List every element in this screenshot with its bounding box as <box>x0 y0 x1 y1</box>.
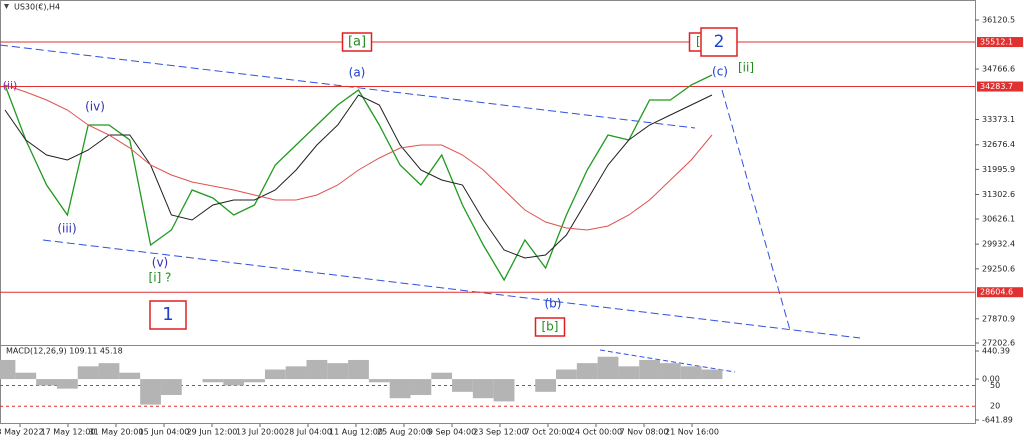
y-tick-label: 32676.4 <box>982 140 1015 149</box>
histogram-bar <box>285 366 307 380</box>
histogram-bar <box>597 356 619 380</box>
histogram-bar <box>618 366 640 380</box>
histogram-bar <box>660 363 681 380</box>
wave-label: (ii) <box>3 79 18 92</box>
histogram-bar <box>410 379 432 396</box>
histogram-bar <box>77 366 99 380</box>
annotation-box <box>149 300 187 330</box>
time-label: 3 May 2022 <box>0 428 44 437</box>
time-label: 17 May 12:00 <box>41 428 96 437</box>
histogram-bar <box>493 379 515 402</box>
annotation-box <box>534 317 566 337</box>
y-tick-label: 440.39 <box>982 347 1010 356</box>
histogram-bar <box>535 379 557 392</box>
time-label: 11 Aug 12:00 <box>329 428 383 437</box>
macd-title: MACD(12,26,9) 109.11 45.18 <box>6 347 123 356</box>
wave-label: (b) <box>545 297 562 311</box>
wave-label: [ii] <box>738 61 754 75</box>
time-label: 15 Jun 04:00 <box>139 428 190 437</box>
menu-icon <box>4 4 9 9</box>
divergence-line <box>599 349 736 373</box>
histogram-bar <box>327 363 349 380</box>
y-tick-label: 29250.6 <box>982 264 1015 273</box>
level-label: 34283.7 <box>980 82 1013 91</box>
wave-label: (c) <box>712 65 728 79</box>
histogram-bar <box>431 372 453 380</box>
y-tick-label: 27202.6 <box>982 339 1015 348</box>
time-label: 7 Oct 20:00 <box>524 428 571 437</box>
histogram-bar <box>202 379 224 383</box>
y-tick-label: -641.89 <box>982 416 1013 425</box>
time-label: 31 May 20:00 <box>89 428 144 437</box>
y-tick-label: 29932.4 <box>982 240 1015 249</box>
histogram-bar <box>0 359 16 380</box>
level-tag <box>977 37 1023 48</box>
projection-line <box>721 89 791 331</box>
trend-line <box>42 239 861 339</box>
wave-label: (a) <box>349 66 366 80</box>
wave-label: (v) <box>152 256 168 270</box>
time-label: 23 Sep 12:00 <box>473 428 526 437</box>
histogram-bar <box>639 359 661 380</box>
level-tag <box>977 287 1023 298</box>
histogram-bar <box>701 369 723 380</box>
histogram-bar <box>348 359 369 380</box>
histogram-bar <box>15 372 37 380</box>
y-tick-label: 27870.9 <box>982 314 1015 323</box>
time-label: 21 Nov 16:00 <box>665 428 719 437</box>
histogram-bar <box>389 379 411 399</box>
level-label: 28604.6 <box>980 288 1013 297</box>
level-tag <box>977 81 1023 92</box>
histogram-bar <box>160 379 182 396</box>
chart-title: US30(€),H4 <box>14 3 60 12</box>
y2-tick-label: 20 <box>990 402 1000 411</box>
annotation-box <box>700 27 738 57</box>
y-tick-label: 30626.1 <box>982 215 1015 224</box>
series-line <box>4 94 713 259</box>
histogram-bar <box>368 379 390 383</box>
histogram-bar <box>472 379 494 399</box>
time-label: 25 Aug 20:00 <box>377 428 431 437</box>
time-label: 9 Sep 04:00 <box>428 428 476 437</box>
time-label: 29 Jun 12:00 <box>187 428 238 437</box>
y-tick-label: 36120.5 <box>982 16 1015 25</box>
y-tick-label: 34766.6 <box>982 65 1015 74</box>
y-tick-label: 0.00 <box>982 375 1000 384</box>
wave-label: (iv) <box>85 100 105 114</box>
annotation-box <box>341 32 373 52</box>
histogram-bar <box>223 379 245 386</box>
time-label: 28 Jul 04:00 <box>284 428 332 437</box>
histogram-bar <box>680 366 702 380</box>
histogram-bar <box>36 379 57 386</box>
y-tick-label: 33373.1 <box>982 115 1015 124</box>
histogram-bar <box>244 379 265 383</box>
time-label: 7 Nov 08:00 <box>620 428 669 437</box>
histogram-bar <box>98 363 120 380</box>
time-label: 24 Oct 00:00 <box>570 428 622 437</box>
y-tick-label: 31302.6 <box>982 190 1015 199</box>
macd-panel <box>0 345 976 424</box>
histogram-bar <box>56 379 78 389</box>
series-line <box>4 84 713 231</box>
wave-label: [i] ? <box>149 271 172 285</box>
level-label: 35512.1 <box>980 38 1013 47</box>
histogram-bar <box>264 369 286 380</box>
y-tick-label: 31995.9 <box>982 165 1015 174</box>
wave-label: (iii) <box>57 222 76 236</box>
histogram-bar <box>119 372 141 380</box>
histogram-bar <box>576 363 598 380</box>
wave-label: [b] <box>542 320 559 334</box>
y2-tick-label: 50 <box>990 381 1000 390</box>
wave-label: [a] <box>348 35 366 50</box>
wave-label: 2 <box>714 32 725 52</box>
wave-label: 1 <box>162 304 173 325</box>
time-label: 13 Jul 20:00 <box>236 428 284 437</box>
histogram-bar <box>556 369 577 380</box>
histogram-bar <box>452 379 473 392</box>
histogram-bar <box>140 379 161 405</box>
histogram-bar <box>306 359 328 380</box>
